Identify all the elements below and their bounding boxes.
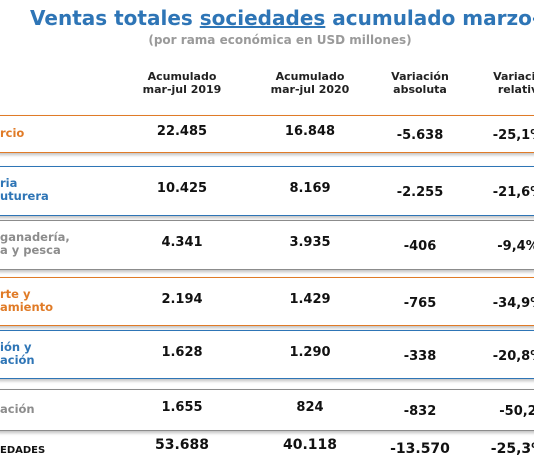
cell-value: -765: [403, 295, 437, 311]
text-line: relativ: [497, 83, 534, 96]
row-box: [0, 220, 534, 270]
cell-value: 3.935: [289, 235, 331, 250]
text-line: mar-jul 2019: [142, 83, 222, 96]
title-text: Ventas totales: [30, 6, 200, 30]
cell-value: -5.638: [396, 128, 444, 143]
cell-value: 16.848: [284, 124, 336, 139]
cell-value: -832: [403, 404, 437, 419]
cell-value: 1.628: [161, 344, 203, 360]
title-underlined: sociedades: [199, 6, 326, 30]
text-line: a y pesca: [0, 243, 61, 257]
text-line: ión y: [0, 339, 32, 354]
text-line: rcio: [0, 125, 25, 140]
cell-value: 2.194: [161, 291, 203, 307]
text-line: ación: [0, 352, 35, 367]
cell-value: 1.655: [161, 400, 203, 415]
cell-value: 1.429: [289, 291, 331, 307]
row-box: [0, 166, 534, 216]
cell-value: -34,9%: [492, 295, 534, 311]
row-box: [0, 115, 534, 153]
row-box: [0, 277, 534, 326]
row-box: [0, 330, 534, 379]
text-line: ria: [0, 176, 18, 190]
column-header: Acumulado mar-jul 2019: [122, 70, 242, 96]
title: Ventas totales sociedades acumulado marz…: [30, 6, 534, 30]
text-line: Acumulado: [275, 70, 345, 83]
row-box: [0, 389, 534, 431]
text-line: ganadería,: [0, 230, 70, 244]
cell-value: 10.425: [156, 181, 208, 196]
cell-value: -2.255: [396, 185, 444, 200]
total-label: EDADES: [0, 444, 45, 457]
cell-value: -9,4%: [497, 239, 534, 254]
text-line: EDADES: [0, 445, 46, 456]
cell-value: 1.290: [289, 344, 331, 360]
cell-value: -50,2: [499, 404, 534, 419]
cell-value: 4.341: [161, 235, 203, 250]
text-line: amiento: [0, 299, 54, 314]
row-label: ión y ación: [0, 339, 35, 367]
text-line: absoluta: [393, 83, 447, 96]
text-line: Variació: [493, 70, 534, 83]
cell-value: -338: [403, 348, 437, 364]
column-header: Acumulado mar-jul 2020: [250, 70, 370, 96]
cell-value: -25,1%: [492, 128, 534, 143]
column-header: Variaciórelativ: [458, 70, 534, 96]
row-label: ria uturera: [0, 177, 49, 203]
text-line: Variación: [391, 70, 449, 83]
row-label: ganadería, a y pesca: [0, 231, 70, 257]
title-text: acumulado marzo-jul: [332, 6, 534, 30]
cell-value: -21,6%: [492, 185, 534, 200]
total-value: 53.688: [154, 437, 210, 453]
row-label: ación: [0, 401, 35, 416]
cell-value: 8.169: [289, 181, 331, 196]
text-line: uturera: [0, 189, 49, 203]
cell-value: -20,8%: [492, 348, 534, 364]
column-header: Variación absoluta: [360, 70, 480, 96]
subtitle: (por rama económica en USD millones): [148, 33, 412, 47]
cell-value: 824: [296, 400, 324, 415]
text-line: ación: [0, 401, 35, 416]
total-value: -13.570: [390, 441, 450, 457]
cell-value: -406: [403, 239, 437, 254]
text-line: Acumulado: [147, 70, 217, 83]
row-label: rcio: [0, 125, 25, 140]
row-label: rte y amiento: [0, 286, 54, 314]
total-value: 40.118: [282, 437, 338, 453]
total-value: -25,3%: [490, 441, 534, 457]
text-line: mar-jul 2020: [270, 83, 350, 96]
cell-value: 22.485: [156, 124, 208, 139]
text-line: rte y: [0, 286, 31, 301]
